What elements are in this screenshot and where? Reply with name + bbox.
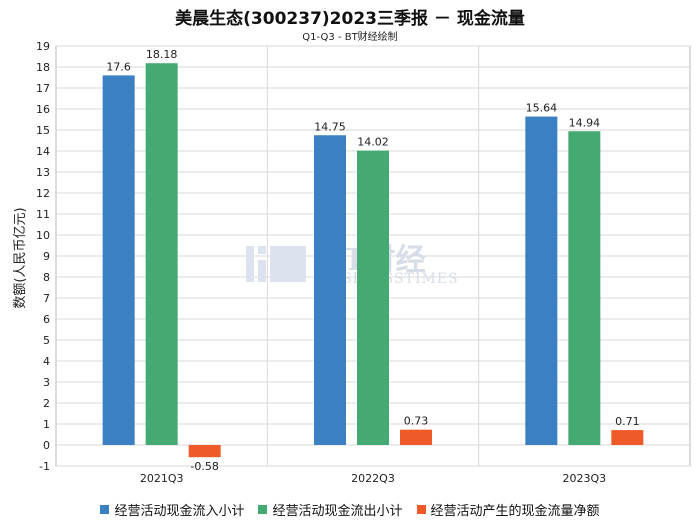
watermark-logo-bar	[246, 246, 254, 282]
data-label: 17.6	[106, 60, 131, 73]
y-tick-label: 8	[43, 271, 50, 284]
bar	[357, 150, 389, 445]
y-tick-label: 9	[43, 250, 50, 263]
watermark: BT财经 BUSINESSTIMES	[246, 243, 458, 287]
y-tick-label: 0	[43, 439, 50, 452]
chart-subtitle: Q1-Q3 - BT财经绘制	[302, 32, 398, 43]
y-tick-label: 6	[43, 313, 50, 326]
y-tick-label: 17	[36, 82, 50, 95]
watermark-logo-bar2	[258, 260, 266, 282]
legend-swatch	[100, 505, 110, 514]
legend-item: 经营活动现金流出小计	[258, 500, 403, 519]
watermark-logo-dot	[258, 246, 266, 254]
y-axis-label: 数额(人民币亿元)	[13, 207, 28, 308]
bar	[145, 63, 178, 445]
y-tick-label: 12	[36, 187, 50, 200]
data-label: 14.75	[314, 120, 346, 133]
y-tick-label: -1	[39, 460, 50, 473]
legend-label: 经营活动产生的现金流量净额	[430, 504, 600, 519]
legend-label: 经营活动现金流入小计	[114, 504, 245, 519]
y-tick-label: 18	[36, 61, 50, 74]
data-label: 18.18	[146, 48, 178, 61]
bar	[400, 429, 432, 445]
y-tick-label: 14	[36, 145, 50, 158]
bar	[188, 445, 221, 458]
bar	[611, 430, 644, 445]
y-tick-label: 2	[43, 397, 50, 410]
data-label: 14.94	[569, 116, 601, 129]
bars: 17.6 14.75 15.64 18.18 14.02 14.94 -0.58 0.73 0.…	[102, 48, 644, 473]
bar	[102, 75, 135, 446]
y-tick-label: 11	[36, 208, 50, 221]
x-tick-label: 2023Q3	[563, 472, 607, 485]
watermark-logo-box	[270, 246, 306, 282]
legend-label: 经营活动现金流出小计	[272, 504, 403, 519]
data-label: -0.58	[190, 460, 218, 473]
legend-item: 经营活动现金流入小计	[100, 500, 244, 519]
chart-title: 美晨生态(300237)2023三季报 － 现金流量	[175, 9, 525, 29]
y-tick-label: 10	[36, 229, 50, 242]
y-tick-label: 19	[36, 40, 50, 53]
y-tick-label: 7	[43, 292, 50, 305]
x-tick-label: 2021Q3	[140, 472, 184, 485]
legend-swatch	[416, 505, 426, 514]
legend: 经营活动现金流入小计 经营活动现金流出小计 经营活动产生的现金流量净额	[0, 500, 700, 519]
y-tick-label: 16	[36, 103, 50, 116]
y-tick-label: 15	[36, 124, 50, 137]
data-label: 0.71	[615, 415, 640, 428]
data-label: 15.64	[526, 102, 558, 115]
y-tick-label: 5	[43, 334, 50, 347]
bar	[568, 131, 601, 445]
data-label: 0.73	[404, 415, 429, 428]
legend-item: 经营活动产生的现金流量净额	[416, 500, 600, 519]
x-tick-label: 2022Q3	[351, 472, 395, 485]
data-label: 14.02	[357, 136, 389, 149]
bar	[525, 116, 558, 445]
legend-swatch	[258, 505, 268, 514]
bar	[314, 135, 346, 445]
y-tick-label: 3	[43, 376, 50, 389]
y-tick-label: 4	[43, 355, 50, 368]
y-tick-label: 1	[43, 418, 50, 431]
y-tick-label: 13	[36, 166, 50, 179]
